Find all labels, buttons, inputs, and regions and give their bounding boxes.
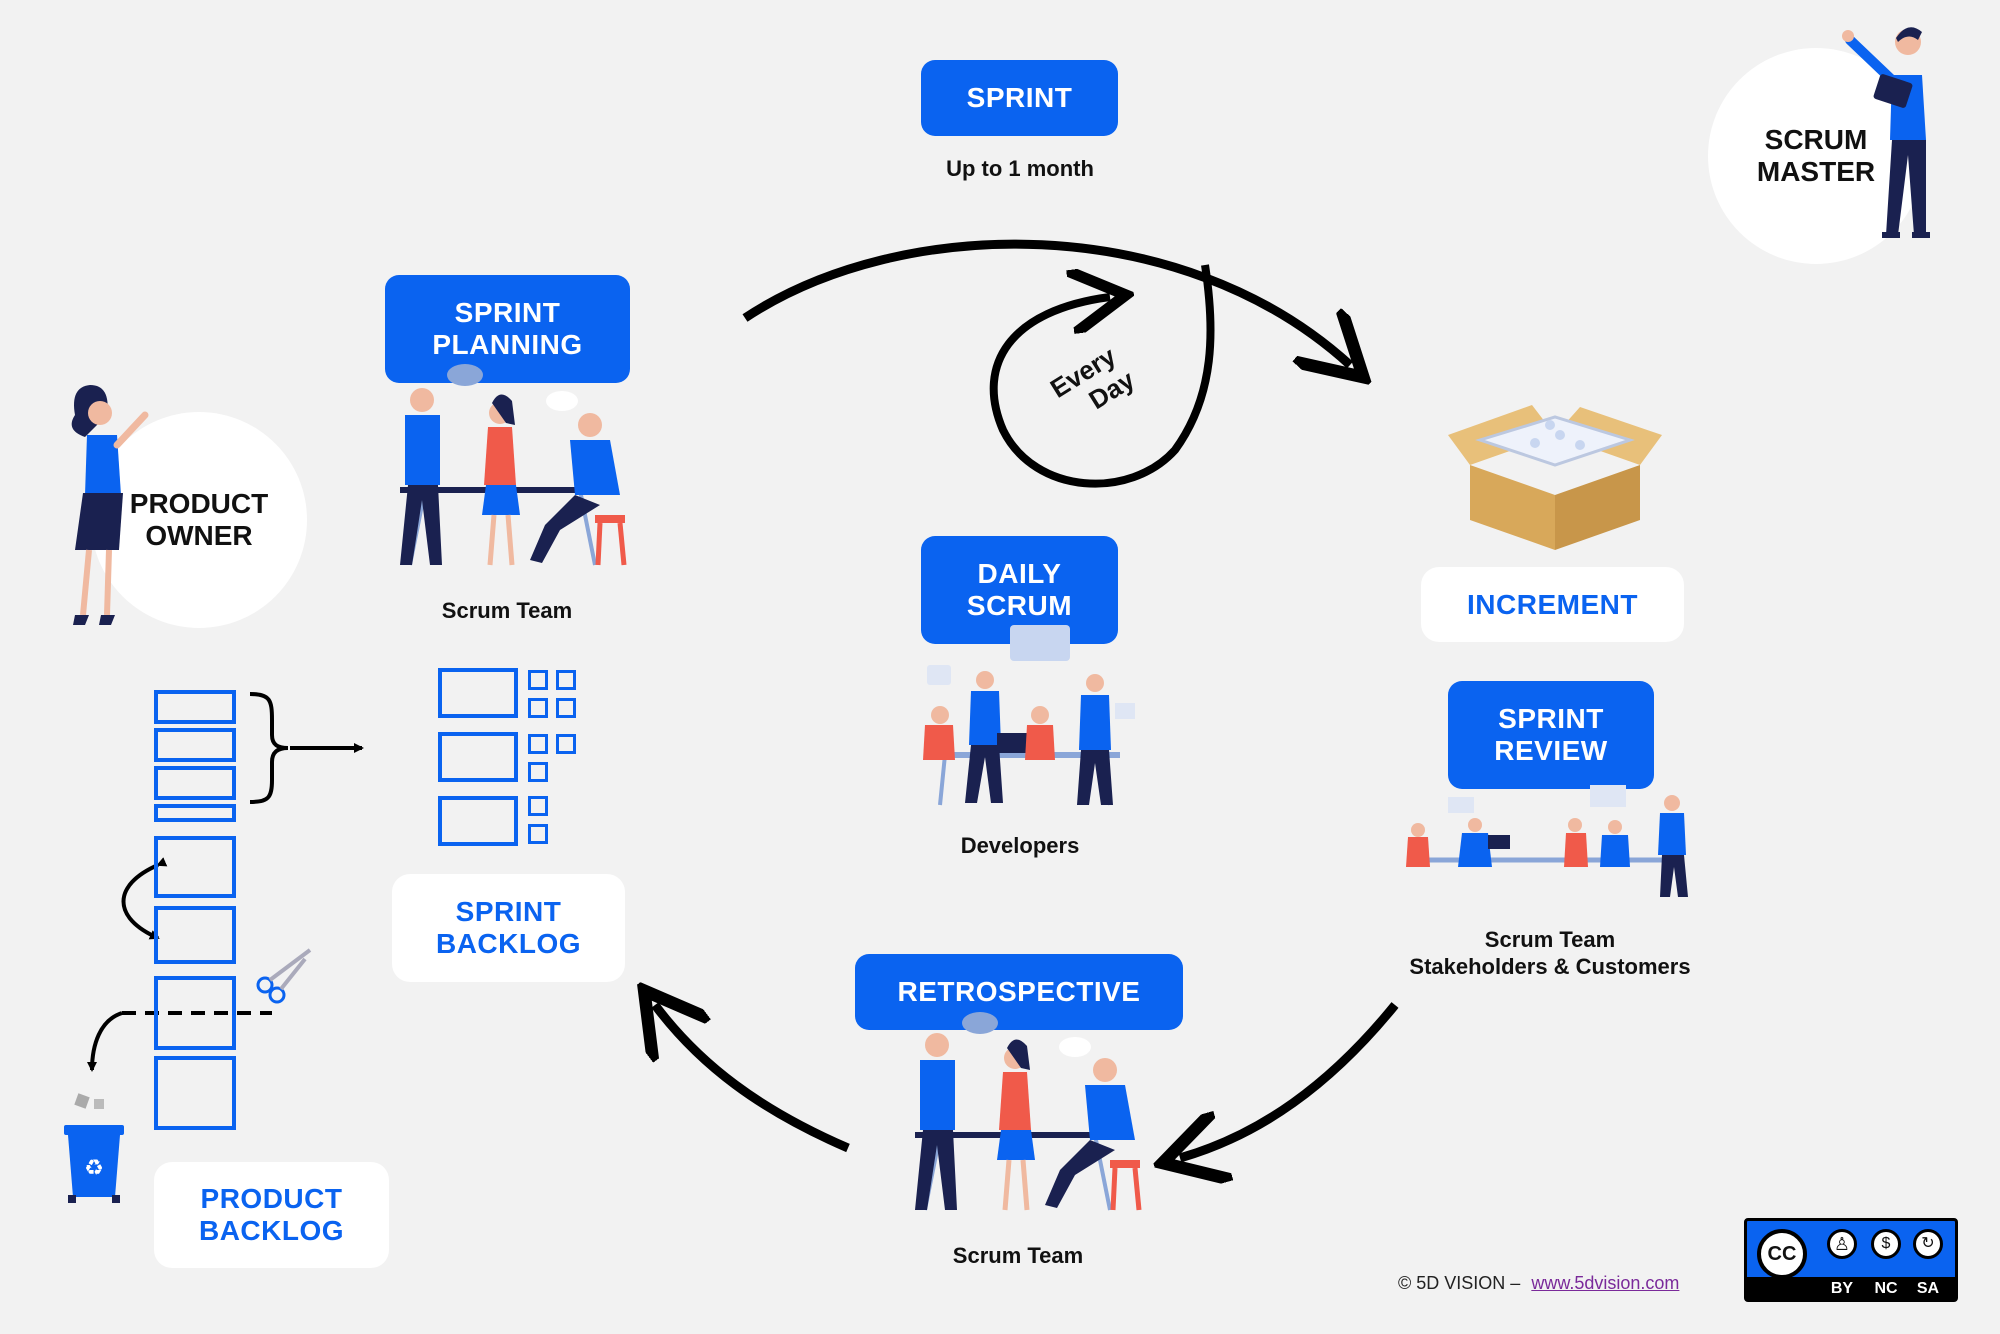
product-owner-figure — [71, 385, 149, 625]
scrum-master-figure — [1842, 27, 1930, 238]
cc-icon: CC — [1757, 1229, 1807, 1279]
task-box — [528, 762, 548, 782]
backlog-item — [154, 1056, 236, 1130]
sprint-review-caption-team: Scrum Team — [1484, 927, 1616, 952]
product-backlog-items — [154, 690, 236, 1134]
backlog-item — [154, 836, 236, 898]
every-day-loop — [989, 264, 1215, 488]
sprint-backlog-label: SPRINT BACKLOG — [392, 874, 625, 982]
sprint-backlog-item — [438, 668, 518, 718]
sprint-backlog-board — [438, 668, 583, 848]
task-box — [528, 824, 548, 844]
sprint-planning-caption: Scrum Team — [441, 598, 573, 623]
recycle-bin-icon: ♻ — [64, 1093, 124, 1203]
reorder-arrow — [121, 857, 168, 940]
sprint-arc-bottom-left — [655, 1005, 850, 1153]
retrospective-caption: Scrum Team — [952, 1243, 1084, 1268]
sprint-planning-team-illustration — [400, 364, 627, 566]
daily-scrum-caption: Developers — [960, 833, 1080, 858]
sprint-arc-bottom-right — [1180, 1002, 1399, 1158]
product-owner-circle: PRODUCT OWNER — [91, 412, 307, 628]
increment-box-icon — [1448, 405, 1662, 550]
retrospective-pill: RETROSPECTIVE — [855, 954, 1183, 1030]
backlog-bracket — [249, 692, 289, 804]
sa-label: SA — [1916, 1280, 1940, 1297]
backlog-item — [154, 766, 236, 800]
daily-scrum-illustration — [923, 625, 1135, 806]
copyright-footer: © 5D VISION – www.5dvision.com — [1398, 1273, 1679, 1294]
sprint-review-illustration — [1406, 785, 1688, 897]
increment-label: INCREMENT — [1421, 567, 1684, 642]
backlog-item — [154, 804, 236, 822]
backlog-item — [154, 976, 236, 1050]
task-box — [528, 796, 548, 816]
copyright-text: © 5D VISION – — [1398, 1273, 1521, 1293]
by-label: BY — [1830, 1280, 1854, 1297]
nc-icon: $ — [1871, 1229, 1901, 1259]
task-box — [528, 670, 548, 690]
sa-icon: ↻ — [1913, 1229, 1943, 1259]
task-box — [528, 734, 548, 754]
task-box — [556, 698, 576, 718]
by-icon: ♙ — [1827, 1229, 1857, 1259]
discard-arrow — [87, 1011, 123, 1072]
retrospective-team-illustration — [915, 1012, 1142, 1211]
scissors-icon — [256, 948, 312, 1004]
cc-license-badge[interactable]: CC ♙ $ ↻ BY NC SA — [1744, 1218, 1958, 1302]
sprint-backlog-item — [438, 732, 518, 782]
product-backlog-label: PRODUCT BACKLOG — [154, 1162, 389, 1268]
svg-text:♻: ♻ — [84, 1156, 104, 1181]
sprint-arc-top — [742, 239, 1350, 365]
task-box — [556, 670, 576, 690]
sprint-review-caption-stakeholders: Stakeholders & Customers — [1409, 954, 1691, 979]
backlog-item — [154, 906, 236, 964]
task-box — [528, 698, 548, 718]
nc-label: NC — [1874, 1280, 1898, 1297]
backlog-item — [154, 728, 236, 762]
task-box — [556, 734, 576, 754]
sprint-duration: Up to 1 month — [946, 156, 1094, 181]
sprint-review-pill: SPRINT REVIEW — [1448, 681, 1654, 789]
website-link[interactable]: www.5dvision.com — [1531, 1273, 1680, 1293]
sprint-planning-pill: SPRINT PLANNING — [385, 275, 630, 383]
sprint-pill: SPRINT — [921, 60, 1118, 136]
sprint-backlog-item — [438, 796, 518, 846]
backlog-item — [154, 690, 236, 724]
